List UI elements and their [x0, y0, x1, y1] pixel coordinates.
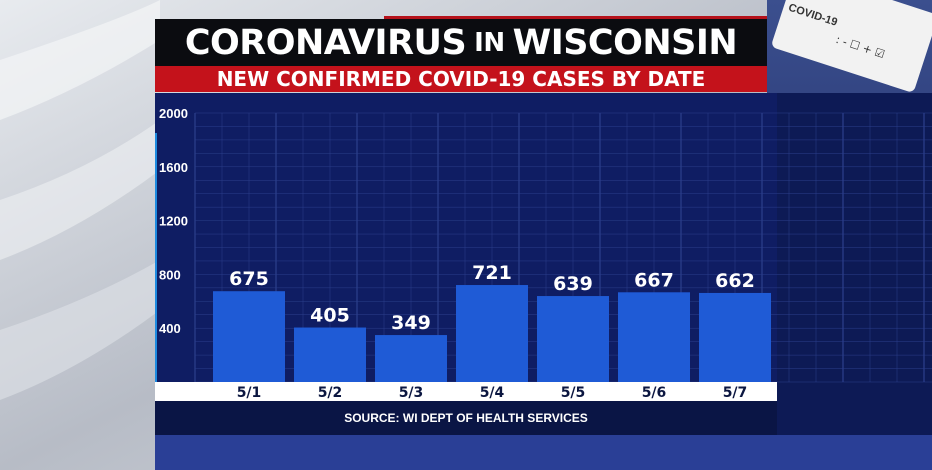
bar — [375, 335, 447, 382]
y-tick-label: 400 — [159, 321, 181, 336]
bar-value-label: 405 — [310, 305, 350, 327]
covid-test-card: COVID-19 : - ☐ + ☑ — [772, 0, 932, 92]
title-word-wisconsin: WISCONSIN — [512, 22, 738, 63]
category-label: 5/1 — [237, 385, 262, 401]
bar-values: 675 405 349 721 639 667 662 — [229, 262, 755, 334]
bars — [213, 285, 771, 382]
grid — [194, 112, 932, 383]
bar-value-label: 662 — [715, 270, 755, 292]
source-strip — [155, 401, 777, 435]
chart-subtitle: NEW CONFIRMED COVID-19 CASES BY DATE — [155, 66, 767, 92]
bar-value-label: 675 — [229, 268, 269, 290]
left-accent-line — [155, 133, 157, 382]
category-label: 5/4 — [480, 385, 505, 401]
bar — [618, 292, 690, 382]
bar — [213, 291, 285, 382]
y-axis-ticks: 400 800 1200 1600 2000 — [159, 106, 188, 336]
page-title: CORONAVIRUS IN WISCONSIN — [155, 19, 767, 66]
title-word-coronavirus: CORONAVIRUS — [184, 22, 467, 63]
y-tick-label: 2000 — [159, 106, 188, 121]
y-tick-label: 1600 — [159, 160, 188, 175]
bar-chart: 400 800 1200 1600 2000 675 405 349 721 639 667 662… — [155, 93, 932, 435]
bar-value-label: 667 — [634, 269, 674, 291]
bar-value-label: 639 — [553, 273, 593, 295]
bar — [294, 327, 366, 382]
bar-value-label: 721 — [472, 262, 512, 284]
title-accent-bar — [384, 16, 767, 20]
y-tick-label: 800 — [159, 267, 181, 282]
bar — [699, 292, 771, 382]
category-strip — [155, 382, 777, 401]
bar — [537, 296, 609, 382]
y-tick-label: 1200 — [159, 214, 188, 229]
bar-value-label: 349 — [391, 312, 431, 334]
title-word-in: IN — [474, 27, 505, 58]
category-label: 5/7 — [723, 385, 748, 401]
category-label: 5/3 — [399, 385, 424, 401]
category-label: 5/2 — [318, 385, 343, 401]
bar — [456, 285, 528, 382]
category-label: 5/6 — [642, 385, 667, 401]
source-note: SOURCE: WI DEPT OF HEALTH SERVICES — [344, 411, 588, 425]
category-labels: 5/1 5/2 5/3 5/4 5/5 5/6 5/7 — [237, 385, 748, 401]
category-label: 5/5 — [561, 385, 586, 401]
chart-panel: 400 800 1200 1600 2000 675 405 349 721 639 667 662… — [155, 93, 932, 435]
